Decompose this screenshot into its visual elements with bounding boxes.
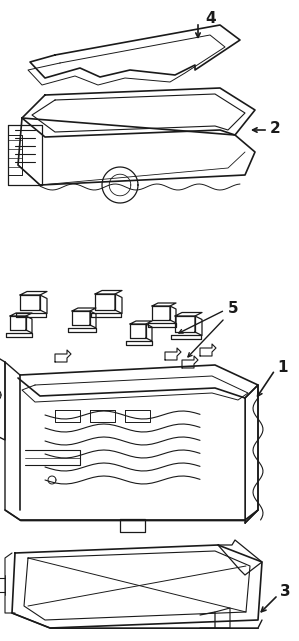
Text: 5: 5: [228, 301, 239, 315]
Text: 4: 4: [205, 10, 216, 26]
Text: 3: 3: [280, 585, 291, 599]
Text: 1: 1: [277, 360, 288, 374]
Text: 2: 2: [270, 121, 281, 135]
